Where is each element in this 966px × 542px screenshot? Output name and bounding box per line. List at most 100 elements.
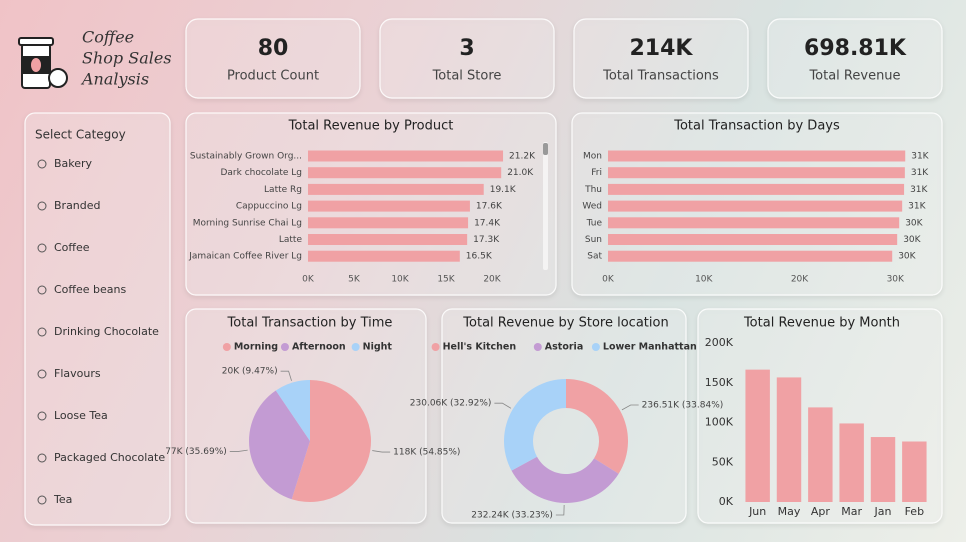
logo bbox=[18, 37, 68, 89]
radio-button[interactable] bbox=[37, 243, 47, 253]
category-label: Sun bbox=[585, 235, 602, 245]
bar bbox=[608, 217, 900, 229]
category-label: Thu bbox=[584, 185, 602, 195]
radio-button[interactable] bbox=[37, 201, 47, 211]
radio-button[interactable] bbox=[37, 495, 47, 505]
value-label: 21.0K bbox=[507, 168, 534, 178]
slicer-option[interactable]: Flavours bbox=[54, 367, 101, 380]
y-tick-label: 150K bbox=[705, 376, 734, 389]
category-label: Morning Sunrise Chai Lg bbox=[193, 218, 302, 228]
radio-button[interactable] bbox=[37, 453, 47, 463]
y-tick-label: 200K bbox=[705, 336, 734, 349]
bar bbox=[308, 217, 469, 229]
x-tick-label: 30K bbox=[887, 275, 905, 285]
category-label: Latte bbox=[279, 235, 303, 245]
category-label: Sat bbox=[587, 252, 602, 262]
title-line: Coffee bbox=[82, 28, 134, 47]
bar bbox=[776, 377, 802, 502]
bar bbox=[608, 234, 898, 245]
kpi-label: Product Count bbox=[227, 69, 319, 84]
x-tick-label: 5K bbox=[348, 275, 361, 285]
kpi-value: 698.81K bbox=[804, 36, 907, 61]
radio-button[interactable] bbox=[37, 159, 47, 169]
slicer-option[interactable]: Bakery bbox=[54, 157, 93, 170]
bar bbox=[608, 183, 905, 195]
radio-button[interactable] bbox=[37, 369, 47, 379]
chart-title: Total Revenue by Product bbox=[288, 119, 454, 134]
value-label: 31K bbox=[908, 202, 926, 212]
slicer-option[interactable]: Packaged Chocolate bbox=[54, 451, 165, 464]
legend-swatch[interactable] bbox=[351, 343, 360, 351]
x-tick-label: 10K bbox=[695, 275, 713, 285]
x-tick-label: Jan bbox=[874, 505, 892, 518]
bar bbox=[902, 441, 927, 502]
slicer-option[interactable]: Coffee beans bbox=[54, 283, 126, 296]
kpi-card bbox=[573, 18, 749, 99]
radio-button[interactable] bbox=[37, 327, 47, 337]
bar bbox=[608, 167, 905, 179]
bar bbox=[808, 407, 833, 502]
category-label: Cappuccino Lg bbox=[236, 202, 302, 212]
legend-label[interactable]: Astoria bbox=[545, 342, 583, 353]
category-label: Sustainably Grown Org... bbox=[190, 152, 302, 162]
chart-title: Total Revenue by Store location bbox=[462, 316, 668, 331]
legend-swatch[interactable] bbox=[222, 343, 231, 351]
value-label: 30K bbox=[903, 235, 921, 245]
value-label: 31K bbox=[910, 185, 928, 195]
value-label: 77K (35.69%) bbox=[165, 447, 227, 457]
y-tick-label: 50K bbox=[712, 455, 734, 468]
value-label: 17.4K bbox=[474, 218, 501, 228]
value-label: 230.06K (32.92%) bbox=[410, 399, 492, 409]
category-label: Latte Rg bbox=[264, 185, 302, 195]
legend-swatch[interactable] bbox=[280, 343, 289, 351]
x-tick-label: Jun bbox=[748, 505, 766, 518]
category-label: Mon bbox=[583, 152, 602, 162]
slice bbox=[291, 380, 371, 502]
legend-label[interactable]: Hell's Kitchen bbox=[443, 342, 517, 353]
kpi-value: 214K bbox=[630, 36, 694, 61]
x-tick-label: Feb bbox=[905, 505, 924, 518]
x-tick-label: Mar bbox=[841, 505, 862, 518]
kpi-card bbox=[379, 18, 555, 99]
radio-button[interactable] bbox=[37, 411, 47, 421]
radio-button[interactable] bbox=[37, 285, 47, 295]
bar bbox=[308, 234, 468, 245]
value-label: 21.2K bbox=[509, 152, 536, 162]
slicer-option[interactable]: Loose Tea bbox=[54, 409, 108, 422]
slice bbox=[566, 379, 628, 474]
bar bbox=[745, 369, 770, 502]
slicer-panel bbox=[24, 112, 171, 526]
chart-panel bbox=[441, 308, 687, 524]
legend-swatch[interactable] bbox=[533, 343, 542, 351]
leader-line bbox=[494, 402, 512, 409]
value-label: 19.1K bbox=[490, 185, 517, 195]
y-tick-label: 0K bbox=[719, 495, 734, 508]
kpi-label: Total Transactions bbox=[602, 69, 719, 84]
bar bbox=[308, 183, 484, 195]
leader-line bbox=[280, 370, 292, 381]
legend-label[interactable]: Lower Manhattan bbox=[603, 342, 697, 353]
slice bbox=[504, 379, 566, 471]
bar bbox=[839, 423, 864, 502]
slicer-title: Select Categoy bbox=[35, 128, 126, 142]
bar bbox=[308, 200, 470, 212]
category-label: Jamaican Coffee River Lg bbox=[188, 252, 302, 262]
value-label: 31K bbox=[911, 152, 929, 162]
legend-swatch[interactable] bbox=[431, 343, 440, 351]
bar bbox=[308, 167, 502, 179]
category-label: Dark chocolate Lg bbox=[220, 168, 302, 178]
slicer-option[interactable]: Tea bbox=[53, 493, 72, 506]
slicer-option[interactable]: Drinking Chocolate bbox=[54, 325, 159, 338]
leader-line bbox=[621, 404, 639, 411]
value-label: 17.3K bbox=[473, 235, 500, 245]
legend-label[interactable]: Afternoon bbox=[292, 342, 346, 353]
value-label: 30K bbox=[898, 252, 916, 262]
kpi-label: Total Revenue bbox=[808, 69, 900, 84]
slicer-option[interactable]: Coffee bbox=[54, 241, 90, 254]
legend-label[interactable]: Night bbox=[363, 342, 393, 353]
value-label: 17.6K bbox=[476, 202, 503, 212]
slicer-option[interactable]: Branded bbox=[54, 199, 101, 212]
legend-swatch[interactable] bbox=[591, 343, 600, 351]
legend-label[interactable]: Morning bbox=[234, 342, 278, 353]
leader-line bbox=[229, 449, 248, 452]
